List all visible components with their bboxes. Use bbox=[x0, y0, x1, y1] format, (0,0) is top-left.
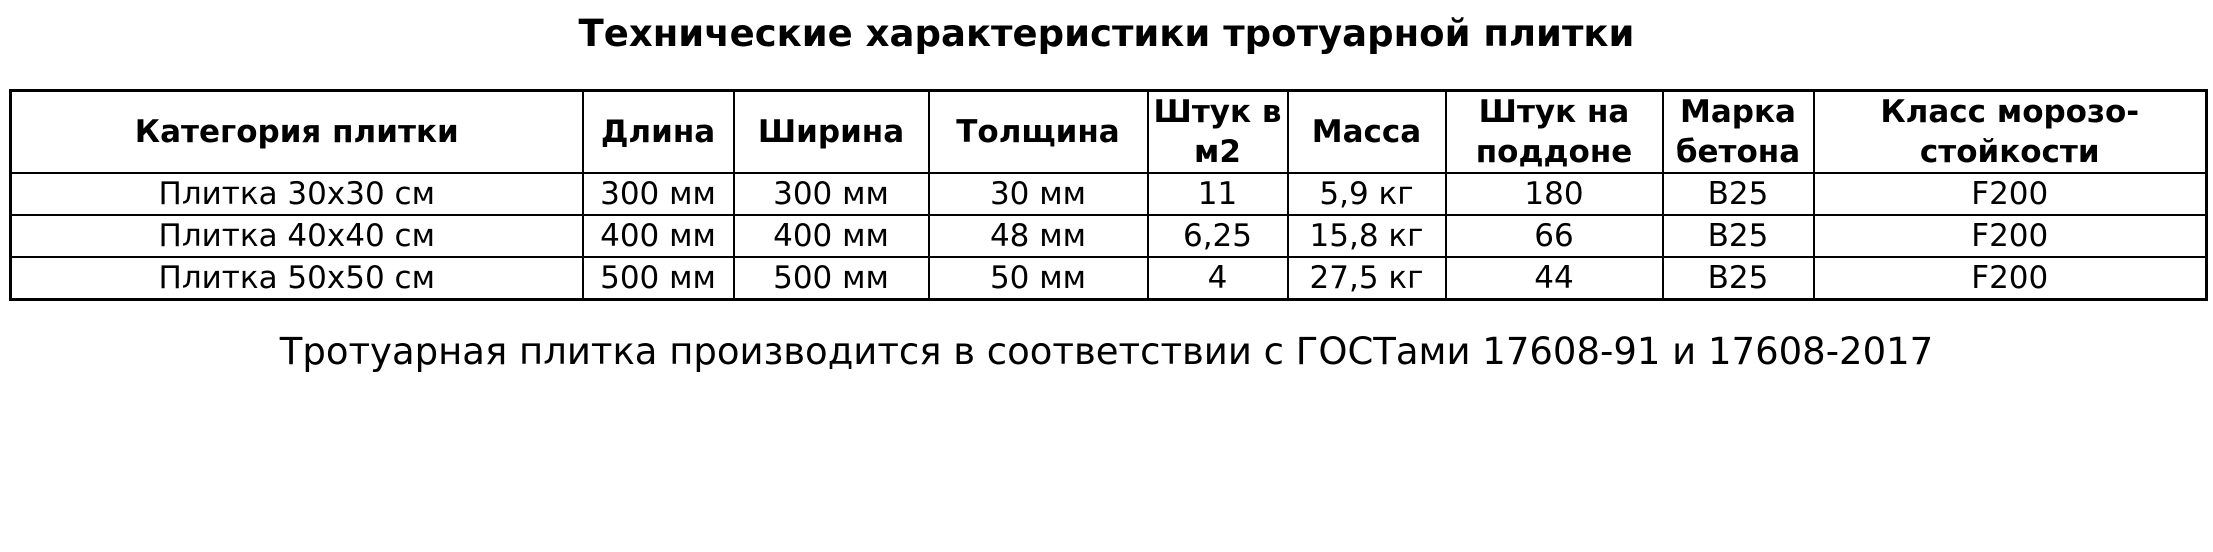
page-title: Технические характеристики тротуарной пл… bbox=[578, 12, 1635, 55]
cell-length: 300 мм bbox=[581, 172, 735, 216]
cell-width: 400 мм bbox=[732, 214, 930, 258]
cell-thickness: 50 мм bbox=[927, 256, 1149, 301]
cell-length: 400 мм bbox=[581, 214, 735, 258]
cell-frost-resistance: F200 bbox=[1812, 214, 2208, 258]
cell-thickness: 48 мм bbox=[927, 214, 1149, 258]
table-row: Плитка 30х30 см 300 мм 300 мм 30 мм 11 5… bbox=[9, 172, 2208, 216]
cell-pieces-per-pallet: 44 bbox=[1444, 256, 1664, 301]
column-header-mass: Масса bbox=[1286, 89, 1447, 174]
table-row: Плитка 40х40 см 400 мм 400 мм 48 мм 6,25… bbox=[9, 214, 2208, 258]
cell-mass: 5,9 кг bbox=[1286, 172, 1447, 216]
column-header-frost-resistance: Класс морозо-стойкости bbox=[1812, 89, 2208, 174]
cell-length: 500 мм bbox=[581, 256, 735, 301]
table-row: Плитка 50х50 см 500 мм 500 мм 50 мм 4 27… bbox=[9, 256, 2208, 301]
cell-mass: 15,8 кг bbox=[1286, 214, 1447, 258]
cell-pieces-per-pallet: 180 bbox=[1444, 172, 1664, 216]
cell-concrete-grade: B25 bbox=[1661, 214, 1815, 258]
column-header-pieces-per-pallet: Штук на поддоне bbox=[1444, 89, 1664, 174]
cell-width: 300 мм bbox=[732, 172, 930, 216]
column-header-category: Категория плитки bbox=[9, 89, 584, 174]
column-header-thickness: Толщина bbox=[927, 89, 1149, 174]
cell-mass: 27,5 кг bbox=[1286, 256, 1447, 301]
standards-note: Тротуарная плитка производится в соответ… bbox=[279, 330, 1934, 373]
specifications-table: Категория плитки Длина Ширина Толщина Шт… bbox=[9, 89, 2208, 301]
cell-thickness: 30 мм bbox=[927, 172, 1149, 216]
cell-concrete-grade: B25 bbox=[1661, 256, 1815, 301]
cell-frost-resistance: F200 bbox=[1812, 256, 2208, 301]
cell-category: Плитка 40х40 см bbox=[9, 214, 584, 258]
cell-category: Плитка 30х30 см bbox=[9, 172, 584, 216]
cell-category: Плитка 50х50 см bbox=[9, 256, 584, 301]
cell-pieces-per-m2: 6,25 bbox=[1146, 214, 1289, 258]
column-header-width: Ширина bbox=[732, 89, 930, 174]
cell-pieces-per-pallet: 66 bbox=[1444, 214, 1664, 258]
column-header-length: Длина bbox=[581, 89, 735, 174]
cell-frost-resistance: F200 bbox=[1812, 172, 2208, 216]
cell-pieces-per-m2: 11 bbox=[1146, 172, 1289, 216]
column-header-pieces-per-m2: Штук в м2 bbox=[1146, 89, 1289, 174]
table-header-row: Категория плитки Длина Ширина Толщина Шт… bbox=[9, 89, 2208, 174]
cell-concrete-grade: B25 bbox=[1661, 172, 1815, 216]
column-header-concrete-grade: Марка бетона bbox=[1661, 89, 1815, 174]
cell-pieces-per-m2: 4 bbox=[1146, 256, 1289, 301]
cell-width: 500 мм bbox=[732, 256, 930, 301]
